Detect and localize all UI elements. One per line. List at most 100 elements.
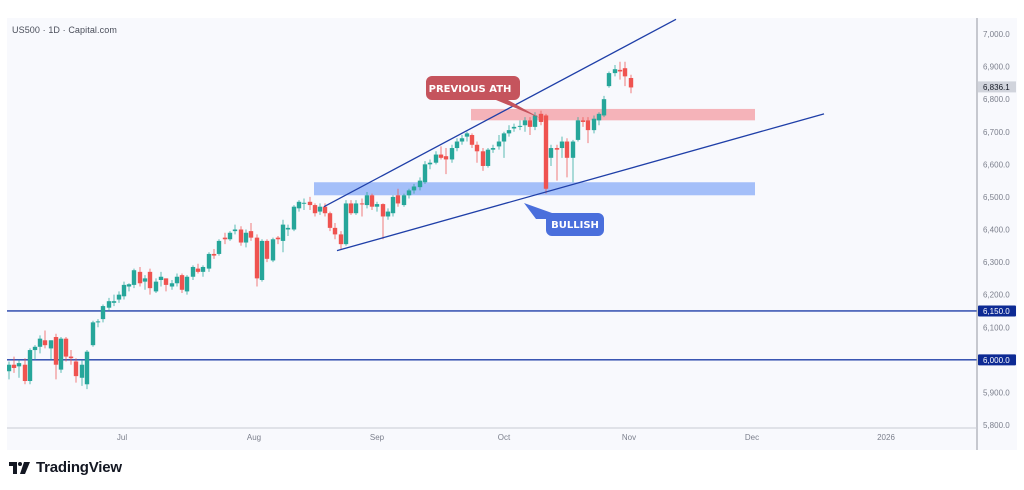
candle <box>11 356 17 373</box>
candle <box>527 117 533 136</box>
candle-body <box>548 148 554 158</box>
candle <box>307 196 313 210</box>
candle <box>406 188 412 199</box>
candle-body <box>37 338 43 347</box>
candle <box>454 138 460 152</box>
candle <box>121 281 127 300</box>
candle <box>380 203 386 240</box>
candle <box>617 61 623 80</box>
candle-body <box>622 68 628 77</box>
last-price-tag-label: 6,836.1 <box>983 83 1010 92</box>
candle <box>496 135 502 150</box>
candle <box>480 148 486 171</box>
candle <box>27 348 33 385</box>
candle <box>532 112 538 131</box>
chart-frame[interactable]: PREVIOUS ATH BULLISH 7,000.0 6,900.0 6,800… <box>7 18 1017 450</box>
candle-body <box>248 231 254 238</box>
candle-body <box>296 201 302 209</box>
candle <box>200 265 206 277</box>
candle-body <box>179 275 185 290</box>
candle-body <box>280 224 286 241</box>
previous-ath-label: PREVIOUS ATH <box>429 84 512 95</box>
candle <box>374 201 380 212</box>
candle-body <box>501 133 507 142</box>
candle-body <box>369 195 375 207</box>
candle <box>327 211 333 232</box>
candle <box>126 283 132 292</box>
candle <box>211 249 217 259</box>
candle-body <box>232 229 238 232</box>
candle <box>296 200 302 212</box>
candle-body <box>532 115 538 127</box>
candle <box>32 345 38 360</box>
candle <box>353 200 359 215</box>
candle <box>585 117 591 144</box>
price-tick-label: 5,800.0 <box>983 421 1010 430</box>
candle-body <box>11 364 17 368</box>
candle-body <box>606 73 612 87</box>
candle-body <box>401 195 407 206</box>
candle-body <box>464 133 470 137</box>
candle <box>73 358 79 383</box>
candle-body <box>142 278 148 282</box>
time-axis[interactable]: Jul Aug Sep Oct Nov Dec 2026 <box>7 427 977 442</box>
candle-body <box>16 363 22 367</box>
time-axis-ticks: Jul Aug Sep Oct Nov Dec 2026 <box>117 433 896 442</box>
candle <box>417 177 423 191</box>
candle-body <box>554 148 560 150</box>
candle <box>243 229 249 248</box>
lower-trendline <box>336 113 825 252</box>
candle-body <box>343 203 349 245</box>
candle <box>628 74 634 94</box>
candle <box>22 358 28 385</box>
candle <box>564 138 570 178</box>
candle <box>469 133 475 149</box>
price-tick-label: 6,900.0 <box>983 63 1010 72</box>
candle-body <box>264 240 270 259</box>
candle-body <box>596 113 602 121</box>
candle <box>490 144 496 153</box>
upper-trendline <box>323 18 677 208</box>
candle-body <box>121 284 127 297</box>
candlestick-chart[interactable]: PREVIOUS ATH BULLISH 7,000.0 6,900.0 6,800… <box>7 18 1017 450</box>
candle <box>422 161 428 184</box>
candle-body <box>42 340 48 346</box>
resistance-zone <box>471 108 755 121</box>
candle-body <box>353 203 359 214</box>
candle-body <box>153 281 159 292</box>
candle-body <box>169 283 175 287</box>
candle-body <box>591 118 597 131</box>
candle-body <box>469 135 475 145</box>
candle-body <box>474 144 480 152</box>
candle <box>570 139 576 183</box>
candle-body <box>312 205 318 214</box>
price-tick-label: 6,100.0 <box>983 323 1010 332</box>
candle <box>559 136 565 158</box>
price-axis-ticks: 7,000.0 6,900.0 6,800.0 6,700.0 6,600.0 6,500… <box>983 30 1010 430</box>
symbol-info: US500 · 1D · Capital.com <box>12 25 117 35</box>
candle-body <box>422 164 428 183</box>
candle-body <box>327 213 333 228</box>
horizontal-levels <box>7 310 977 361</box>
candle-body <box>580 120 586 122</box>
candle <box>317 203 323 215</box>
candle-body <box>238 229 244 243</box>
price-tick-label: 5,900.0 <box>983 388 1010 397</box>
tradingview-logo-icon <box>9 461 30 474</box>
candle <box>548 144 554 166</box>
candle-body <box>27 350 33 382</box>
time-tick-label: Sep <box>370 433 385 442</box>
candle <box>111 294 117 307</box>
candle <box>348 200 354 215</box>
price-axis[interactable]: 7,000.0 6,900.0 6,800.0 6,700.0 6,600.0 6,500… <box>976 18 1016 450</box>
time-tick-label: 2026 <box>877 433 895 442</box>
candle <box>106 297 112 311</box>
candle <box>100 304 106 323</box>
candle-body <box>433 154 439 163</box>
candle-body <box>601 99 607 116</box>
candle <box>285 224 291 237</box>
candle-body <box>417 180 423 188</box>
tradingview-logo[interactable]: TradingView <box>9 459 122 476</box>
candle <box>359 198 365 217</box>
candle-body <box>490 148 496 150</box>
